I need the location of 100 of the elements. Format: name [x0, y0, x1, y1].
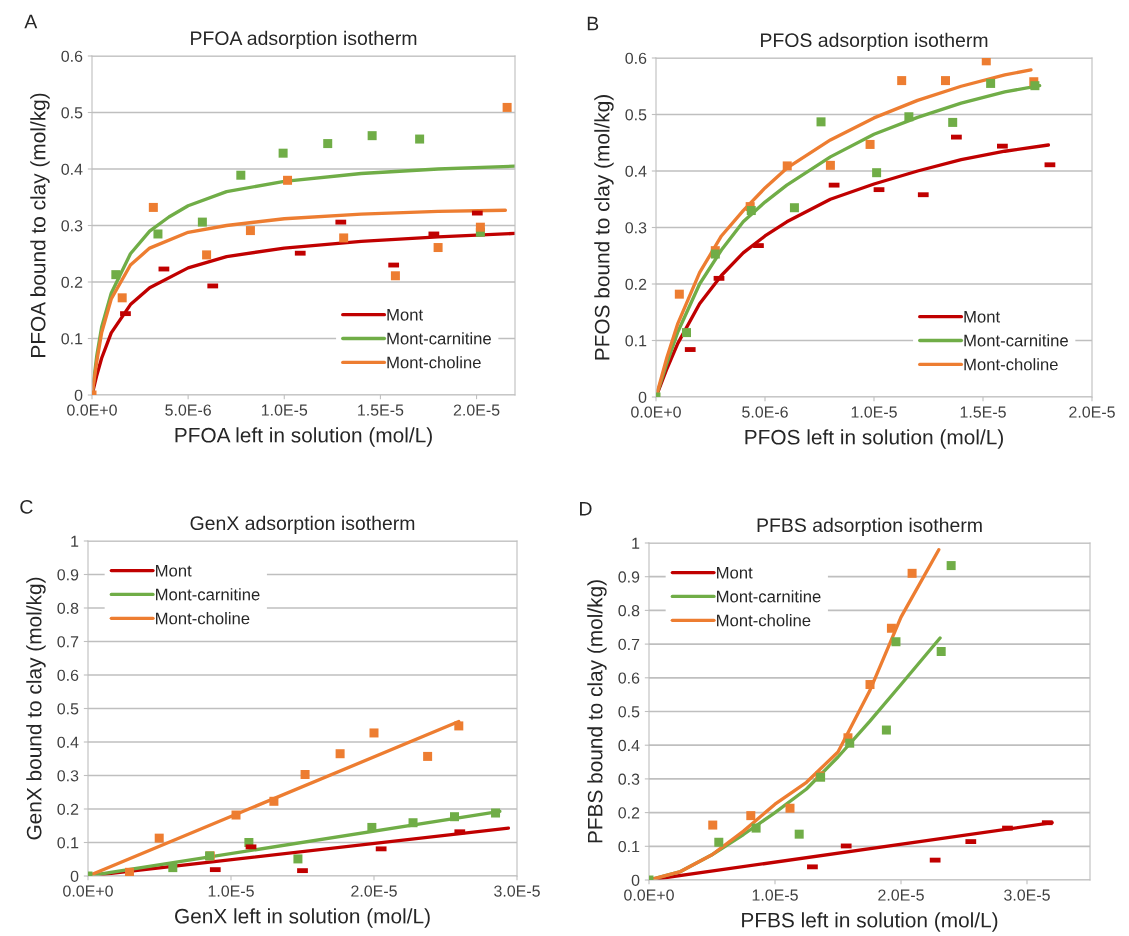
point [936, 647, 946, 657]
point [1030, 81, 1040, 91]
chart-title: GenX adsorption isotherm [190, 515, 415, 534]
x-axis-title: GenX left in solution (mol/L) [175, 908, 430, 928]
y-tick-label: 0.3 [618, 773, 640, 785]
legend-label: Mont [964, 311, 1001, 323]
y-tick-label: 0.6 [618, 672, 640, 684]
point [897, 76, 907, 86]
y-tick-label: 0.9 [618, 571, 640, 583]
y-tick-label: 0.2 [625, 278, 647, 290]
legend-label: Mont-choline [156, 612, 250, 625]
legend-label: Mont [387, 309, 424, 321]
y-tick-label: 0.2 [61, 276, 83, 288]
y-tick-label: 0.3 [61, 220, 83, 232]
point [245, 226, 255, 236]
point [154, 833, 164, 843]
x-tick-label: 5.0E-6 [165, 404, 211, 416]
y-tick-label: 0.6 [61, 50, 83, 62]
y-tick-label: 0.1 [618, 840, 640, 853]
y-tick-label: 0.1 [57, 837, 79, 849]
x-tick-label: 2.0E-5 [878, 889, 924, 901]
point [491, 808, 501, 818]
y-tick-label: 0.1 [625, 335, 647, 347]
point [816, 117, 826, 127]
y-tick-label: 0.6 [625, 52, 647, 64]
point [904, 112, 914, 122]
point [369, 728, 379, 738]
x-tick-label: 2.0E-5 [351, 885, 397, 897]
point [367, 131, 377, 141]
point [300, 769, 310, 779]
point [981, 58, 991, 66]
point [117, 293, 127, 303]
x-tick-label: 1.5E-5 [960, 406, 1006, 418]
y-axis-title: GenX bound to clay (mol/kg) [26, 577, 46, 840]
point [708, 820, 718, 830]
point [865, 680, 875, 690]
legend-label: Mont-choline [387, 356, 481, 369]
y-tick-label: 0 [74, 389, 83, 401]
x-axis-title: PFBS left in solution (mol/L) [742, 912, 998, 932]
text: B [587, 16, 599, 31]
point [293, 854, 303, 864]
point [236, 170, 246, 180]
x-tick-label: 0.0E+0 [624, 889, 674, 901]
point [323, 139, 333, 149]
text: C [20, 499, 33, 514]
y-tick-label: 0.4 [625, 165, 647, 177]
point [986, 78, 996, 88]
point [751, 823, 761, 833]
y-tick-label: 0 [70, 870, 79, 882]
x-tick-label: 3.0E-5 [1004, 889, 1050, 901]
y-tick-label: 0.5 [625, 109, 647, 121]
point [124, 867, 134, 876]
y-tick-label: 1 [71, 535, 79, 547]
x-tick-label: 0.0E+0 [67, 404, 117, 416]
point [423, 751, 433, 761]
point [746, 811, 756, 821]
point [390, 271, 400, 281]
point [433, 243, 443, 253]
point [111, 270, 121, 280]
y-tick-label: 1 [632, 537, 640, 549]
y-tick-label: 0.3 [57, 770, 79, 782]
y-tick-label: 0.5 [57, 703, 79, 715]
y-tick-label: 0 [631, 874, 640, 886]
chart-title: PFBS adsorption isotherm [757, 517, 982, 536]
point [450, 812, 460, 822]
point [148, 202, 158, 212]
point [891, 637, 901, 647]
x-axis-title: PFOA left in solution (mol/L) [175, 427, 432, 447]
y-tick-label: 0.3 [625, 222, 647, 234]
x-tick-label: 2.0E-5 [1069, 406, 1115, 418]
point [845, 738, 855, 748]
y-tick-label: 0.5 [618, 706, 640, 718]
point [794, 829, 804, 839]
text: D [580, 502, 592, 516]
y-tick-label: 0.7 [618, 638, 640, 651]
point [682, 328, 692, 338]
point [881, 725, 891, 735]
legend-label: Mont-carnitine [964, 334, 1068, 347]
point [269, 796, 279, 806]
legend-label: Mont-choline [964, 358, 1058, 371]
x-tick-label: 0.0E+0 [631, 406, 681, 418]
y-tick-label: 0.4 [61, 163, 83, 175]
point [886, 623, 896, 633]
point [197, 217, 207, 227]
point [946, 561, 956, 571]
point [674, 289, 684, 299]
legend-label: Mont-carnitine [717, 590, 821, 603]
point [283, 175, 293, 185]
legend-label: Mont [717, 566, 753, 579]
point [408, 818, 418, 828]
y-axis-title: PFOA bound to clay (mol/kg) [30, 93, 50, 357]
y-tick-label: 0.1 [61, 333, 83, 345]
x-tick-label: 2.0E-5 [453, 404, 500, 416]
y-tick-label: 0.6 [57, 669, 79, 681]
y-tick-label: 0 [638, 391, 647, 403]
x-tick-label: 0.0E+0 [63, 885, 113, 897]
y-tick-label: 0.5 [61, 107, 83, 119]
y-tick-label: 0.7 [57, 636, 79, 648]
y-tick-label: 0.4 [618, 739, 640, 752]
point [502, 102, 512, 112]
